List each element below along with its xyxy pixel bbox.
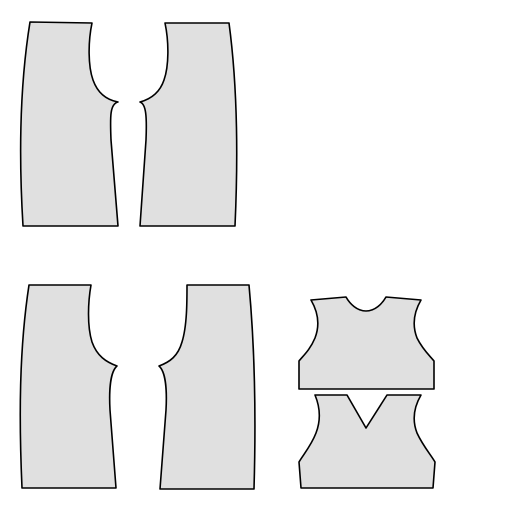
- front-right-panel: [139, 22, 238, 227]
- bodice-back: [298, 296, 435, 390]
- bodice-front-v-neck: [298, 394, 436, 489]
- back-right-panel: [158, 284, 256, 490]
- upper-pair: [19, 21, 238, 227]
- front-left-panel: [19, 21, 119, 227]
- bodice-pieces: [298, 296, 436, 489]
- lower-pair: [19, 284, 256, 490]
- back-left-panel: [19, 284, 118, 489]
